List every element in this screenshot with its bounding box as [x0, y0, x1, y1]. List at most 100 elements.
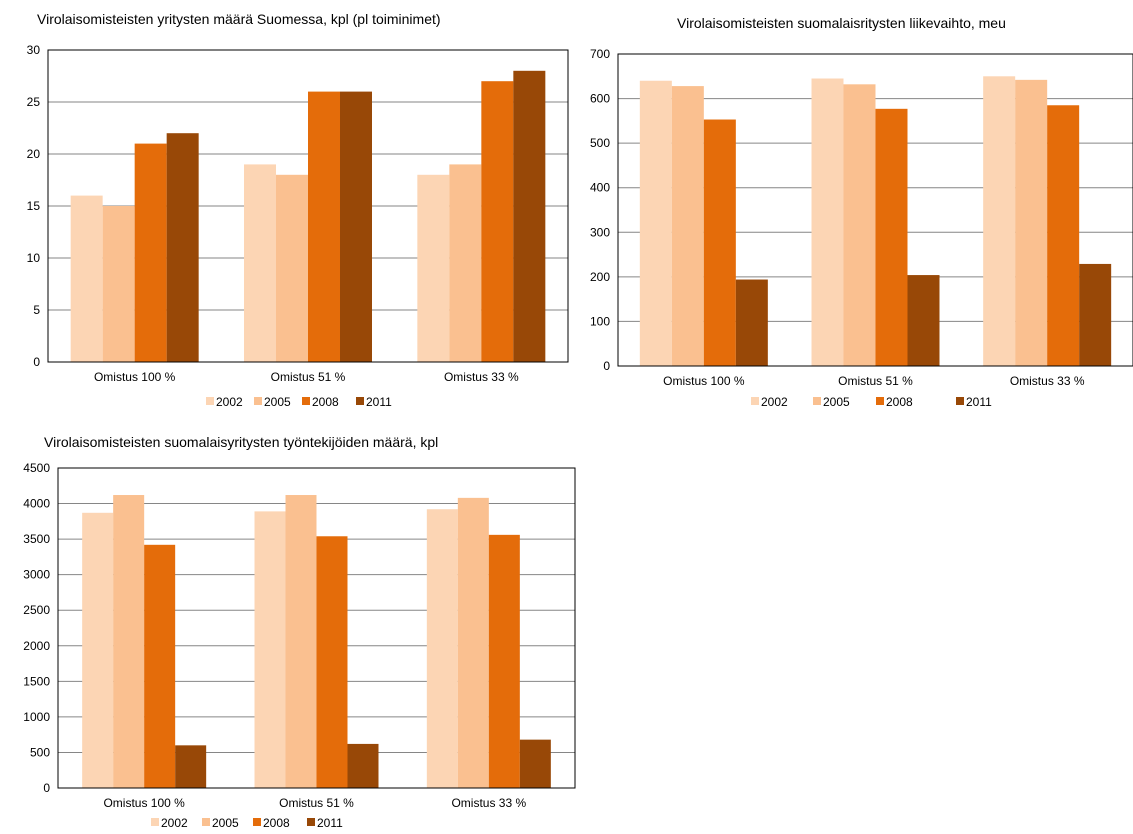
x-tick-label: Omistus 51 % [279, 796, 354, 810]
chart-title: Virolaisomisteisten suomalaisyritysten t… [44, 434, 439, 450]
bar [488, 534, 520, 788]
bar [843, 84, 876, 367]
bar [285, 495, 317, 788]
bar [639, 80, 672, 366]
legend-swatch [751, 397, 759, 405]
bar [113, 495, 145, 788]
chart-revenue: Virolaisomisteisten suomalaisritysten li… [570, 0, 1133, 420]
chart-company-count: Virolaisomisteisten yritysten määrä Suom… [0, 0, 570, 420]
y-tick-label: 10 [27, 251, 41, 265]
bar [166, 133, 199, 362]
bar [449, 164, 482, 362]
bar [1079, 263, 1112, 366]
y-tick-label: 5 [33, 303, 40, 317]
legend-swatch [206, 397, 214, 405]
bar [244, 164, 276, 362]
y-tick-label: 200 [590, 270, 610, 284]
y-tick-label: 15 [27, 199, 41, 213]
plot-area-border [57, 467, 576, 789]
bar-chart-svg: 0 5 10 15 20 25 30 Omistus 100 % Omistus 51 % Omi… [27, 43, 569, 409]
bar [82, 512, 114, 788]
y-tick-label: 20 [27, 147, 41, 161]
legend-label: 2008 [312, 395, 339, 409]
legend-label: 2002 [216, 395, 243, 409]
y-tick-label: 3000 [23, 568, 50, 582]
legend-swatch [356, 397, 364, 405]
legend-label: 2005 [212, 816, 239, 830]
legend-label: 2005 [823, 395, 850, 409]
legend-label: 2011 [966, 395, 992, 409]
legend-swatch [307, 818, 315, 826]
legend-swatch [202, 818, 210, 826]
bar [426, 509, 458, 788]
y-tick-label: 100 [590, 314, 610, 328]
legend-label: 2002 [761, 395, 788, 409]
bar [735, 279, 768, 366]
bar [417, 174, 450, 362]
y-tick-label: 4000 [23, 497, 50, 511]
legend-swatch [876, 397, 884, 405]
bar-chart-svg: 0 100 200 300 400 500 600 700 Omistus 100 % Omist… [590, 47, 1133, 409]
y-tick-label: 500 [590, 136, 610, 150]
x-tick-label: Omistus 51 % [838, 374, 913, 388]
y-tick-label: 2500 [23, 603, 50, 617]
x-tick-label: Omistus 100 % [663, 374, 745, 388]
y-tick-label: 1500 [23, 674, 50, 688]
legend-swatch [302, 397, 310, 405]
bar [519, 739, 551, 788]
y-tick-label: 600 [590, 92, 610, 106]
bar [308, 91, 340, 362]
legend-swatch [253, 818, 261, 826]
bar [134, 143, 167, 362]
y-tick-label: 2000 [23, 639, 50, 653]
bar [144, 544, 176, 788]
chart-title: Virolaisomisteisten yritysten määrä Suom… [37, 11, 441, 27]
legend-swatch [813, 397, 821, 405]
bar [254, 511, 286, 788]
bar [1047, 105, 1080, 366]
legend-swatch [254, 397, 262, 405]
bar [983, 76, 1016, 367]
y-tick-label: 4500 [23, 461, 50, 475]
bar-chart-svg: 0 500 1000 1500 2000 2500 3000 3500 4000 4500 Omis… [23, 461, 576, 830]
plot-area-border [617, 53, 1133, 367]
bar [907, 275, 940, 366]
y-tick-label: 700 [590, 47, 610, 61]
legend-label: 2005 [264, 395, 291, 409]
x-tick-label: Omistus 33 % [1010, 374, 1085, 388]
legend-swatch [151, 818, 159, 826]
bar [340, 91, 372, 362]
bar [481, 81, 514, 362]
y-tick-label: 3500 [23, 532, 50, 546]
y-tick-label: 0 [33, 355, 40, 369]
x-tick-label: Omistus 100 % [94, 370, 176, 384]
bar [513, 70, 546, 363]
legend-label: 2008 [263, 816, 290, 830]
bar [276, 174, 308, 362]
chart-title: Virolaisomisteisten suomalaisritysten li… [677, 15, 1006, 31]
legend-label: 2008 [886, 395, 913, 409]
chart-employees: Virolaisomisteisten suomalaisyritysten t… [0, 420, 580, 834]
y-tick-label: 400 [590, 181, 610, 195]
bar [102, 206, 135, 362]
x-tick-label: Omistus 33 % [444, 370, 519, 384]
bar [316, 536, 348, 788]
plot-area-border [47, 49, 569, 363]
legend-label: 2002 [161, 816, 188, 830]
legend-label: 2011 [317, 816, 343, 830]
bar [457, 497, 489, 788]
bar [811, 78, 844, 366]
y-tick-label: 25 [27, 95, 41, 109]
y-tick-label: 30 [27, 43, 41, 57]
bar [875, 108, 908, 366]
bar [175, 745, 207, 788]
y-tick-label: 300 [590, 225, 610, 239]
bar [347, 743, 379, 788]
legend-label: 2011 [366, 395, 392, 409]
bar [671, 86, 704, 366]
legend-swatch [956, 397, 964, 405]
bar [1015, 79, 1048, 366]
y-tick-label: 1000 [23, 710, 50, 724]
bar [703, 119, 736, 367]
bar [70, 195, 103, 362]
